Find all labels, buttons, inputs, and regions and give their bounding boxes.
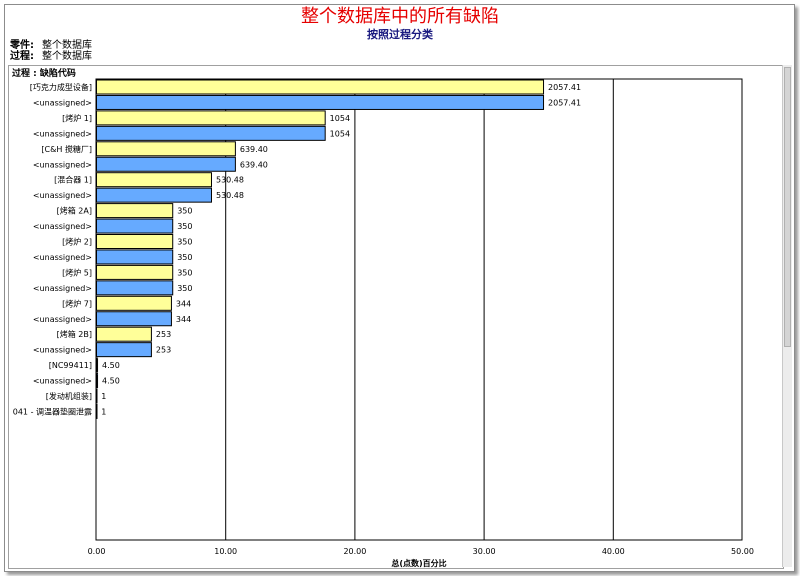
bar-value-label: 350 — [177, 207, 192, 216]
process-bar — [96, 326, 152, 342]
bar-value-label: 253 — [156, 346, 171, 355]
bar-value-label: 1 — [101, 407, 106, 416]
defect-bar — [96, 156, 236, 172]
process-bar — [96, 295, 172, 311]
meta-part-value: 整个数据库 — [42, 40, 92, 51]
defect-bar — [96, 280, 174, 296]
row-label: <unassigned> — [33, 284, 92, 293]
process-bar — [96, 110, 326, 126]
bar-value-label: 344 — [176, 299, 191, 308]
row-label: <unassigned> — [33, 98, 92, 107]
row-label: [C&H 搅糖厂] — [41, 144, 92, 154]
row-label: [烤炉 5] — [62, 267, 92, 277]
bar-value-label: 639.40 — [240, 145, 268, 154]
row-label: 041 - 调温器垫圈泄露 — [13, 406, 92, 416]
bar-value-label: 639.40 — [240, 160, 268, 169]
process-bar — [96, 172, 212, 188]
row-label: <unassigned> — [33, 377, 92, 386]
defect-bar — [96, 373, 99, 389]
bar-value-label: 350 — [177, 253, 192, 262]
report-title: 整个数据库中的所有缺陷 — [301, 6, 499, 27]
x-tick-label: 0.00 — [88, 547, 106, 556]
process-bar — [96, 388, 98, 404]
bar-value-label: 2057.41 — [548, 83, 581, 92]
meta-process-label: 过程: — [10, 51, 34, 62]
process-bar — [96, 264, 174, 280]
bar-value-label: 350 — [177, 268, 192, 277]
bar-value-label: 350 — [177, 238, 192, 247]
row-label: <unassigned> — [33, 346, 92, 355]
meta-part-label: 零件: — [10, 40, 34, 51]
row-label: <unassigned> — [33, 253, 92, 262]
defect-bar — [96, 249, 174, 265]
row-label: [烤炉 2] — [62, 237, 92, 247]
bar-value-label: 253 — [156, 330, 171, 339]
x-axis-label: 总(点数)百分比 — [391, 558, 446, 568]
row-label: [混合器 1] — [54, 175, 92, 185]
bar-value-label: 350 — [177, 222, 192, 231]
defect-bar — [96, 94, 545, 110]
row-label: <unassigned> — [33, 191, 92, 200]
process-bar — [96, 141, 236, 157]
meta-process-value: 整个数据库 — [42, 51, 92, 62]
row-label: [发动机组装] — [46, 391, 92, 401]
group-header: 过程 : 缺陷代码 — [12, 69, 76, 79]
process-bar — [96, 234, 174, 249]
row-label: <unassigned> — [33, 222, 92, 231]
bar-value-label: 1054 — [330, 129, 350, 138]
bar-value-label: 530.48 — [216, 191, 244, 200]
meta-part: 零件: 整个数据库 — [10, 40, 92, 52]
x-tick-label: 30.00 — [473, 547, 496, 556]
bar-value-label: 350 — [177, 284, 192, 293]
defect-bar — [96, 311, 172, 327]
row-label: [烤炉 1] — [62, 113, 92, 123]
process-bar — [96, 357, 99, 373]
defect-bar — [96, 403, 98, 419]
x-tick-label: 50.00 — [731, 547, 754, 556]
row-label: <unassigned> — [33, 129, 92, 138]
process-bar — [96, 203, 174, 219]
bar-value-label: 1 — [101, 392, 106, 401]
row-label: [烤炉 7] — [62, 298, 92, 308]
vertical-scrollbar[interactable] — [782, 65, 792, 567]
bar-value-label: 4.50 — [102, 377, 120, 386]
x-tick-label: 10.00 — [214, 547, 237, 556]
defect-bar — [96, 187, 212, 203]
bar-value-label: 1054 — [330, 114, 350, 123]
x-tick-label: 20.00 — [343, 547, 366, 556]
row-label: [烤箱 2B] — [57, 329, 92, 339]
process-bar — [96, 79, 545, 95]
bar-value-label: 530.48 — [216, 176, 244, 185]
meta-process: 过程: 整个数据库 — [10, 51, 92, 63]
scrollbar-thumb[interactable] — [784, 67, 791, 347]
row-label: [烤箱 2A] — [57, 206, 92, 216]
bar-value-label: 4.50 — [102, 361, 120, 370]
row-label: <unassigned> — [33, 315, 92, 324]
x-tick-label: 40.00 — [602, 547, 625, 556]
row-label: <unassigned> — [33, 160, 92, 169]
report-subtitle: 按照过程分类 — [367, 28, 433, 41]
row-label: [巧克力成型设备] — [30, 82, 92, 92]
defect-bar — [96, 125, 326, 141]
defect-bar — [96, 218, 174, 234]
row-label: [NC99411] — [49, 361, 92, 370]
defect-bar — [96, 342, 152, 358]
bar-value-label: 2057.41 — [548, 98, 581, 107]
bar-value-label: 344 — [176, 315, 191, 324]
